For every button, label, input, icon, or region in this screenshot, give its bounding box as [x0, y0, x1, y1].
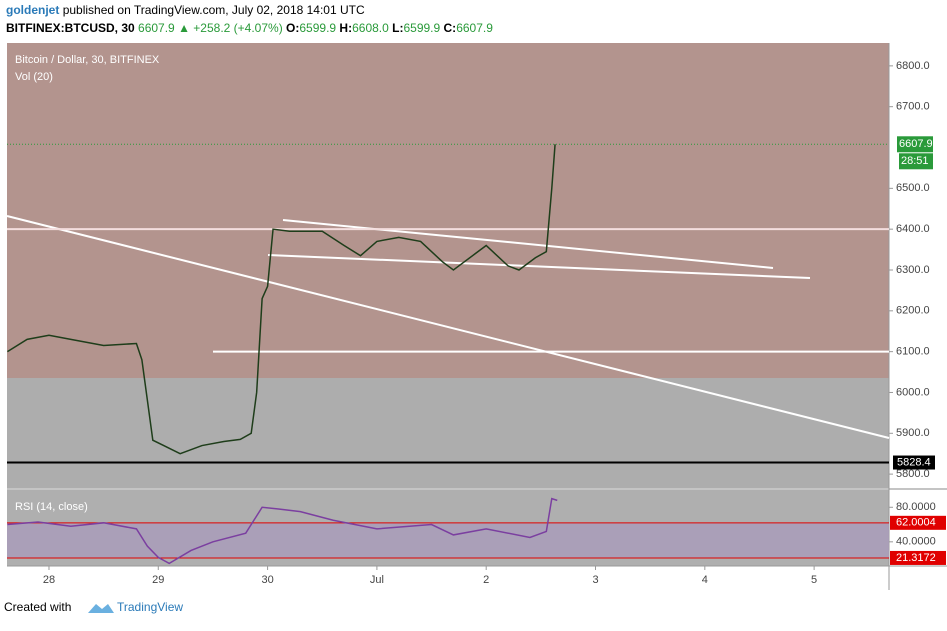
- ohlc-value: 6607.9: [456, 21, 493, 35]
- y-tick-label: 80.0000: [896, 501, 936, 513]
- x-tick-label: 28: [43, 574, 55, 586]
- rsi-band: [7, 522, 889, 558]
- ohlc-label: C:: [444, 21, 457, 35]
- countdown: 28:51: [901, 155, 929, 167]
- published: published on TradingView.com, July 02, 2…: [63, 3, 365, 17]
- y-tick-label: 5900.0: [896, 427, 930, 439]
- last-price-label: 6607.9: [899, 138, 933, 150]
- symbol: BITFINEX:BTCUSD, 30: [6, 21, 135, 35]
- level-label: 5828.4: [897, 456, 931, 468]
- logo: [88, 604, 114, 613]
- pane-subtitle: Vol (20): [15, 71, 53, 83]
- pane-title: RSI (14, close): [15, 501, 88, 513]
- y-tick-label: 40.0000: [896, 536, 936, 548]
- symbol-line: BITFINEX:BTCUSD, 30 6607.9 ▲ +258.2 (+4.…: [6, 21, 493, 35]
- y-tick-label: 6800.0: [896, 60, 930, 72]
- x-tick-label: 4: [702, 574, 708, 586]
- band-label: 62.0004: [896, 517, 936, 529]
- level-bg: [893, 455, 935, 470]
- ohlc-value: 6608.0: [352, 21, 389, 35]
- x-tick-label: 3: [592, 574, 598, 586]
- zone-upper: [7, 43, 889, 378]
- y-tick-label: 5800.0: [896, 468, 930, 480]
- ohlc-label: L:: [392, 21, 403, 35]
- trend-line: [267, 254, 811, 279]
- author[interactable]: goldenjet: [6, 3, 59, 17]
- footer-brand[interactable]: TradingView: [117, 600, 183, 614]
- y-tick-label: 6500.0: [896, 182, 930, 194]
- y-tick-label: 6000.0: [896, 386, 930, 398]
- footer: Created with: [4, 600, 71, 614]
- x-tick-label: 2: [483, 574, 489, 586]
- ohlc-value: 6599.9: [403, 21, 440, 35]
- band-label: 21.3172: [896, 552, 936, 564]
- y-tick-label: 6400.0: [896, 223, 930, 235]
- header: goldenjet published on TradingView.com, …: [6, 3, 365, 17]
- trend-line: [282, 219, 774, 269]
- x-tick-label: Jul: [370, 574, 384, 586]
- y-tick-label: 6700.0: [896, 101, 930, 113]
- series-line: [7, 144, 556, 455]
- band-label-bg: [890, 550, 946, 565]
- last: 6607.9: [138, 21, 175, 35]
- zone-lower: [7, 378, 889, 488]
- pane-title: Bitcoin / Dollar, 30, BITFINEX: [15, 54, 160, 66]
- y-tick-label: 6200.0: [896, 305, 930, 317]
- last-price-bg: [897, 136, 933, 153]
- y-tick-label: 6300.0: [896, 264, 930, 276]
- ohlc-label: O:: [286, 21, 299, 35]
- change: ▲ +258.2 (+4.07%): [178, 21, 283, 35]
- ohlc-label: H:: [339, 21, 352, 35]
- x-tick-label: 29: [152, 574, 164, 586]
- countdown-bg: [899, 153, 933, 170]
- ohlc-value: 6599.9: [299, 21, 336, 35]
- x-tick-label: 5: [811, 574, 817, 586]
- y-tick-label: 6100.0: [896, 346, 930, 358]
- series-line: [7, 497, 558, 565]
- x-tick-label: 30: [261, 574, 273, 586]
- trend-line: [6, 215, 890, 439]
- band-label-bg: [890, 515, 946, 530]
